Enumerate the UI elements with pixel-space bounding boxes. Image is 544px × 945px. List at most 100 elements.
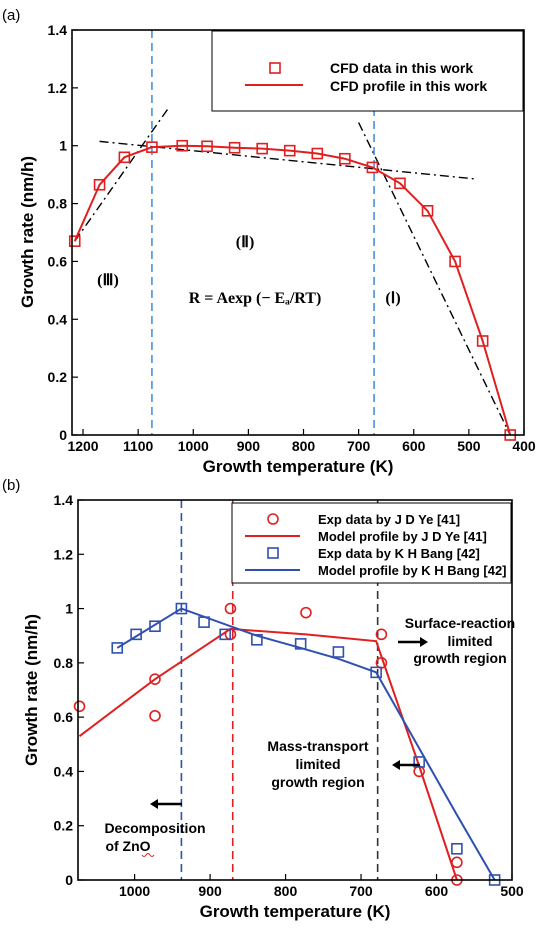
- data-point-square: [421, 205, 434, 217]
- data-point-square: [228, 141, 241, 154]
- y-tick-label: 0.2: [48, 369, 68, 385]
- x-tick-label: 500: [500, 883, 524, 899]
- panel-b-y-tick-labels: 0 0.2 0.4 0.6 0.8 1 1.2 1.4: [54, 492, 74, 888]
- y-tick-label: 0.8: [54, 655, 74, 671]
- region-label: (Ⅱ): [236, 234, 255, 251]
- data-point-square: [311, 147, 324, 160]
- y-tick-label: 1.2: [54, 546, 74, 562]
- data-point-square: [394, 177, 406, 190]
- x-tick-label: 400: [512, 438, 536, 454]
- data-point-square: [332, 646, 345, 658]
- x-tick-label: 600: [425, 883, 449, 899]
- x-tick-label: 1100: [123, 438, 154, 454]
- mass-transport-annotation: Mass-transport limited growth region: [267, 738, 420, 790]
- spellcheck-underline: [141, 853, 155, 857]
- y-tick-label: 1: [65, 601, 73, 617]
- data-point-square: [118, 151, 131, 164]
- panel-b-series: [73, 602, 501, 886]
- x-tick-label: 800: [292, 438, 316, 454]
- x-tick-label: 1200: [67, 438, 98, 454]
- panel-b-legend-entry: Model profile by K H Bang [42]: [318, 563, 507, 578]
- data-point-square: [149, 620, 161, 633]
- panel-b-legend-entry: Exp data by K H Bang [42]: [318, 546, 480, 561]
- x-tick-label: 1000: [178, 438, 209, 454]
- panel-b-x-tick-labels: 1000 900 800 700 600 500: [119, 883, 524, 899]
- panel-a-x-tick-labels: 1200 1100 1000 900 800 700 600 500 400: [67, 438, 535, 454]
- data-point-circle: [224, 602, 237, 615]
- panel-b-label: (b): [2, 477, 20, 494]
- annotation-line: growth region: [413, 650, 506, 666]
- y-tick-label: 0.2: [54, 818, 74, 834]
- panel-b-legend-entry: Model profile by J D Ye [41]: [318, 529, 487, 544]
- y-tick-label: 0.6: [48, 253, 68, 269]
- data-point-circle: [149, 673, 161, 685]
- panel-a-guide-lines: [74, 107, 511, 436]
- x-tick-label: 500: [457, 438, 481, 454]
- x-tick-label: 700: [349, 883, 373, 899]
- data-point-square: [130, 628, 142, 641]
- data-point-square: [451, 842, 463, 855]
- data-point-square: [366, 161, 379, 174]
- data-point-square: [68, 235, 81, 247]
- data-point-square: [198, 616, 210, 628]
- data-point-square: [201, 140, 213, 153]
- arrow-right-icon: [398, 637, 428, 647]
- x-tick-label: 900: [198, 883, 222, 899]
- panel-a-plot-frame: [71, 29, 525, 436]
- data-point-square: [370, 666, 382, 679]
- panel-a-y-tick-labels: 0 0.2 0.4 0.6 0.8 1 1.2 1.4: [48, 22, 68, 443]
- panel-a: (a) 1200 1100 1000 900 800 700 600 500 400 00.20…: [2, 7, 536, 476]
- panel-b: (b) 1000 900 800 700 600 500 0 0.2 0.4 0.6 0.8 1 1.…: [2, 477, 524, 921]
- data-point-square: [175, 602, 188, 615]
- y-tick-label: 1: [59, 138, 67, 154]
- x-tick-label: 1000: [119, 883, 150, 899]
- data-point-square: [111, 642, 124, 654]
- panel-b-plot-frame: [77, 499, 513, 881]
- x-tick-label: 600: [402, 438, 426, 454]
- y-tick-label: 0.4: [48, 311, 68, 327]
- dash-dot-guide-line: [74, 107, 170, 242]
- panel-b-legend-entry: Exp data by J D Ye [41]: [318, 512, 460, 527]
- data-point-square: [413, 756, 425, 768]
- x-tick-label: 800: [274, 883, 298, 899]
- annotation-line: Surface-reaction: [405, 615, 515, 631]
- arrow-left-icon: [392, 760, 420, 770]
- annotation-line: Mass-transport: [267, 738, 368, 754]
- data-point-square: [251, 633, 263, 646]
- data-point-circle: [375, 628, 388, 641]
- dash-dot-guide-line: [358, 122, 511, 436]
- panel-a-series: [68, 139, 517, 441]
- surface-reaction-annotation: Surface-reaction limited growth region: [398, 615, 515, 666]
- decomposition-annotation: Decomposition of ZnO: [104, 799, 206, 857]
- data-point-square: [176, 139, 189, 152]
- legend-square-marker-icon: [267, 547, 279, 559]
- data-point-square: [476, 335, 489, 347]
- legend-circle-marker-icon: [267, 513, 279, 525]
- data-point-square: [256, 142, 268, 155]
- panel-a-y-axis-label: Growth rate (nm/h): [18, 156, 37, 308]
- panel-b-legend: Exp data by J D Ye [41] Model profile by…: [231, 502, 512, 584]
- data-point-square: [339, 152, 351, 165]
- arrhenius-equation: R = Aexp (− Eₐ/RT): [189, 290, 322, 307]
- series-line: [116, 607, 496, 881]
- y-tick-label: 0.8: [48, 196, 68, 212]
- panel-a-x-axis-label: Growth temperature (K): [203, 457, 394, 476]
- annotation-line: Decomposition: [104, 820, 205, 836]
- data-point-square: [449, 255, 461, 268]
- data-point-circle: [149, 709, 161, 722]
- annotation-line: of ZnO: [105, 838, 150, 854]
- data-point-square: [283, 144, 296, 157]
- y-tick-label: 0: [59, 427, 67, 443]
- series-line: [73, 144, 512, 436]
- y-tick-label: 0.4: [54, 763, 74, 779]
- x-tick-label: 700: [347, 438, 371, 454]
- arrow-left-icon: [150, 799, 182, 809]
- y-tick-label: 0.6: [54, 709, 74, 725]
- panel-b-y-axis-label: Growth rate (nm/h): [22, 614, 41, 766]
- region-label: (Ⅰ): [385, 290, 400, 307]
- panel-a-legend-entry: CFD data in this work: [330, 60, 473, 76]
- panel-b-x-axis-label: Growth temperature (K): [200, 902, 391, 921]
- y-tick-label: 1.2: [48, 80, 68, 96]
- y-tick-label: 0: [65, 872, 73, 888]
- data-point-square: [93, 178, 106, 191]
